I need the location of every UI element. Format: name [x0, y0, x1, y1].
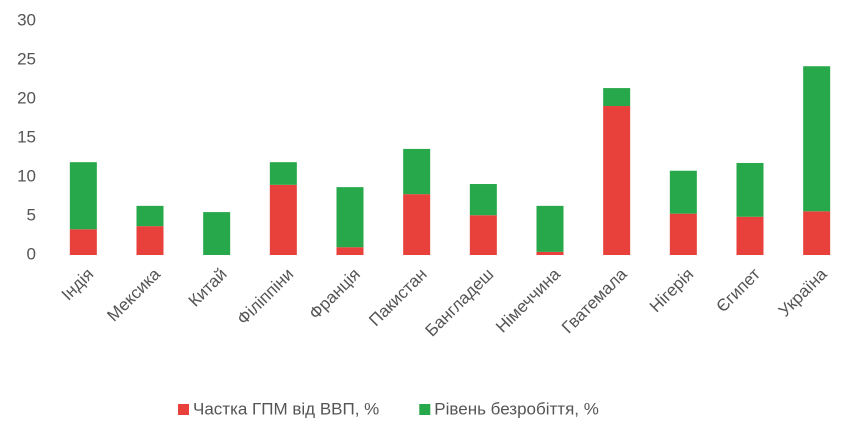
bar-segment	[336, 187, 364, 248]
x-tick-label: Нігерія	[646, 265, 697, 316]
bar-segment	[469, 184, 497, 216]
bar-segment	[69, 229, 97, 255]
x-tick-label: Німеччина	[492, 264, 564, 336]
bar-segment	[203, 212, 231, 255]
y-tick-label: 5	[27, 205, 36, 224]
bar-segment	[469, 215, 497, 255]
bar-segment	[269, 162, 297, 185]
y-tick-label: 20	[17, 88, 36, 107]
bar-segment	[603, 88, 631, 107]
bar-segment	[136, 205, 164, 227]
x-tick-label: Мексика	[103, 264, 164, 325]
x-tick-label: Гватемала	[558, 264, 631, 337]
bar-segment	[403, 148, 431, 195]
bar-segment	[736, 162, 764, 217]
y-tick-label: 30	[17, 10, 36, 29]
bar-segment	[69, 162, 97, 230]
bar-segment	[603, 106, 631, 256]
x-tick-label: Китай	[185, 265, 231, 311]
bar-segment	[403, 194, 431, 255]
bar-segment	[336, 247, 364, 255]
x-tick-label: Франція	[305, 265, 364, 324]
bar-segment	[669, 170, 697, 214]
y-tick-label: 25	[17, 49, 36, 68]
legend-swatch	[419, 404, 431, 415]
bar-segment	[536, 251, 564, 255]
y-tick-label: 0	[27, 244, 36, 263]
legend-label: Рівень безробіття, %	[434, 399, 599, 418]
bar-segment	[136, 226, 164, 255]
x-tick-label: Єгипет	[713, 264, 765, 316]
x-tick-label: Україна	[775, 264, 831, 320]
x-tick-label: Пакистан	[365, 265, 430, 330]
bar-segment	[803, 211, 831, 255]
bar-segment	[803, 66, 831, 212]
x-tick-label: Бангладеш	[422, 265, 498, 341]
bar-segment	[736, 216, 764, 255]
y-tick-label: 15	[17, 127, 36, 146]
x-tick-label: Індія	[58, 265, 98, 305]
bar-segment	[536, 205, 564, 252]
bar-segment	[269, 184, 297, 255]
bar-segment	[669, 213, 697, 255]
x-tick-label: Філіппіни	[233, 265, 297, 329]
legend-swatch	[178, 404, 189, 415]
y-tick-label: 10	[17, 166, 36, 185]
legend-label: Частка ГПМ від ВВП, %	[193, 399, 379, 418]
